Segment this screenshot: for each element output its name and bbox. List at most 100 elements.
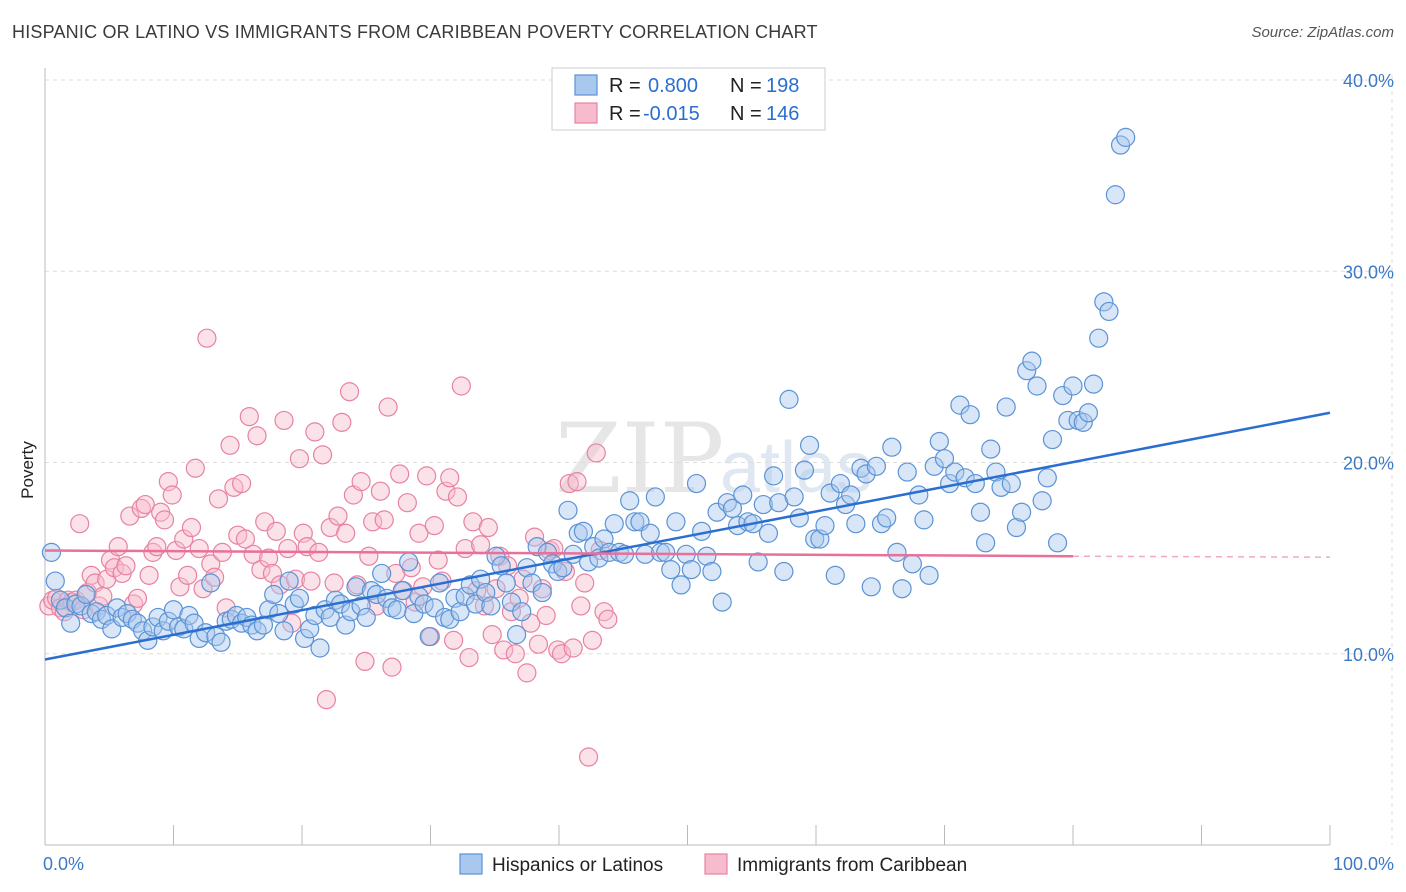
hispanic-point xyxy=(825,565,845,585)
hispanic-point xyxy=(902,554,922,574)
caribbean-point xyxy=(178,565,198,585)
caribbean-point xyxy=(154,510,175,530)
hispanic-point xyxy=(404,603,424,624)
caribbean-point xyxy=(459,647,479,668)
caribbean-point xyxy=(243,544,263,564)
hispanic-point xyxy=(861,577,881,597)
caribbean-point xyxy=(409,523,429,543)
hispanic-point xyxy=(158,611,178,631)
hispanic-point xyxy=(789,508,809,528)
hispanic-point xyxy=(274,621,294,641)
hispanic-point xyxy=(924,456,944,476)
hispanic-point xyxy=(799,435,820,455)
caribbean-point xyxy=(598,609,618,629)
hispanic-trend-line xyxy=(44,411,1331,661)
axes xyxy=(44,68,1331,846)
caribbean-point xyxy=(220,435,240,455)
caribbean-point xyxy=(478,517,498,538)
caribbean-trend-line xyxy=(44,549,1074,558)
hispanic-point xyxy=(486,546,506,566)
caribbean-point xyxy=(170,577,190,597)
hispanic-point xyxy=(846,514,866,534)
caribbean-point xyxy=(428,550,448,570)
caribbean-point xyxy=(567,472,587,492)
hispanic-point xyxy=(501,592,522,612)
caribbean-point xyxy=(135,494,155,515)
legend-r-label-1: R = xyxy=(609,75,641,97)
hispanic-point xyxy=(279,571,299,591)
hispanic-point xyxy=(970,502,991,522)
caribbean-point xyxy=(258,548,279,568)
hispanic-point xyxy=(1078,403,1099,423)
hispanic-point xyxy=(211,632,231,652)
y-axis-label: Poverty xyxy=(18,441,37,499)
hispanic-point xyxy=(645,487,665,507)
hispanic-point xyxy=(450,602,470,622)
hispanic-point xyxy=(496,573,516,593)
hispanic-point xyxy=(522,573,542,593)
hispanic-point xyxy=(897,462,917,482)
caribbean-point xyxy=(247,426,267,446)
caribbean-point xyxy=(536,605,556,626)
hispanic-point xyxy=(909,485,929,505)
hispanic-point xyxy=(284,594,304,614)
hispanic-point xyxy=(553,558,573,578)
caribbean-point xyxy=(517,663,537,683)
hispanic-point xyxy=(455,586,475,606)
hispanic-point xyxy=(573,521,594,541)
hispanic-point xyxy=(712,592,732,612)
caribbean-point xyxy=(548,640,568,660)
hispanic-point xyxy=(387,600,407,620)
chart-title: HISPANIC OR LATINO VS IMMIGRANTS FROM CA… xyxy=(12,22,818,42)
y-tick-label: 30.0% xyxy=(1343,262,1394,282)
caribbean-point xyxy=(131,498,151,518)
caribbean-point xyxy=(424,516,444,536)
caribbean-point xyxy=(332,412,352,432)
hispanic-point xyxy=(1089,328,1109,348)
hispanic-point xyxy=(717,493,737,513)
y-tick-label: 40.0% xyxy=(1343,71,1394,91)
caribbean-point xyxy=(339,382,360,402)
caribbean-point xyxy=(139,565,159,585)
y-tick-label: 20.0% xyxy=(1343,454,1394,474)
hispanic-point xyxy=(351,596,371,616)
hispanic-point xyxy=(877,508,897,528)
hispanic-point xyxy=(758,523,779,543)
hispanic-point xyxy=(45,571,65,591)
hispanic-point xyxy=(681,559,701,580)
hispanic-point xyxy=(1042,429,1063,450)
caribbean-point xyxy=(235,529,256,549)
hispanic-point xyxy=(41,542,62,562)
hispanic-point xyxy=(748,552,768,572)
bottom-legend-pink-swatch xyxy=(704,853,728,875)
hispanic-point xyxy=(532,582,552,603)
hispanic-point xyxy=(996,397,1016,417)
hispanic-point xyxy=(1022,351,1042,371)
hispanic-point xyxy=(1058,410,1078,431)
hispanic-point xyxy=(481,596,501,616)
legend-r-value-1: 0.800 xyxy=(648,75,698,97)
hispanic-point xyxy=(763,466,784,486)
caribbean-point xyxy=(197,328,217,348)
y-tick-label: 10.0% xyxy=(1343,645,1394,665)
hispanic-point xyxy=(414,594,434,614)
caribbean-point xyxy=(382,657,402,677)
hispanic-point xyxy=(722,498,743,518)
caribbean-point xyxy=(374,510,394,530)
caribbean-point xyxy=(451,376,471,396)
hispanic-point xyxy=(707,502,727,522)
hispanic-point xyxy=(851,458,871,478)
hispanic-point xyxy=(666,512,686,532)
caribbean-point xyxy=(50,598,71,618)
caribbean-point xyxy=(351,472,371,492)
caribbean-point xyxy=(108,537,128,557)
caribbean-point xyxy=(505,644,525,664)
caribbean-point xyxy=(482,625,502,645)
hispanic-point xyxy=(61,613,81,633)
hispanic-point xyxy=(794,460,815,480)
caribbean-point xyxy=(162,485,182,505)
hispanic-point xyxy=(671,575,691,595)
caribbean-trend-extension xyxy=(1072,555,1331,558)
caribbean-point xyxy=(208,489,229,509)
